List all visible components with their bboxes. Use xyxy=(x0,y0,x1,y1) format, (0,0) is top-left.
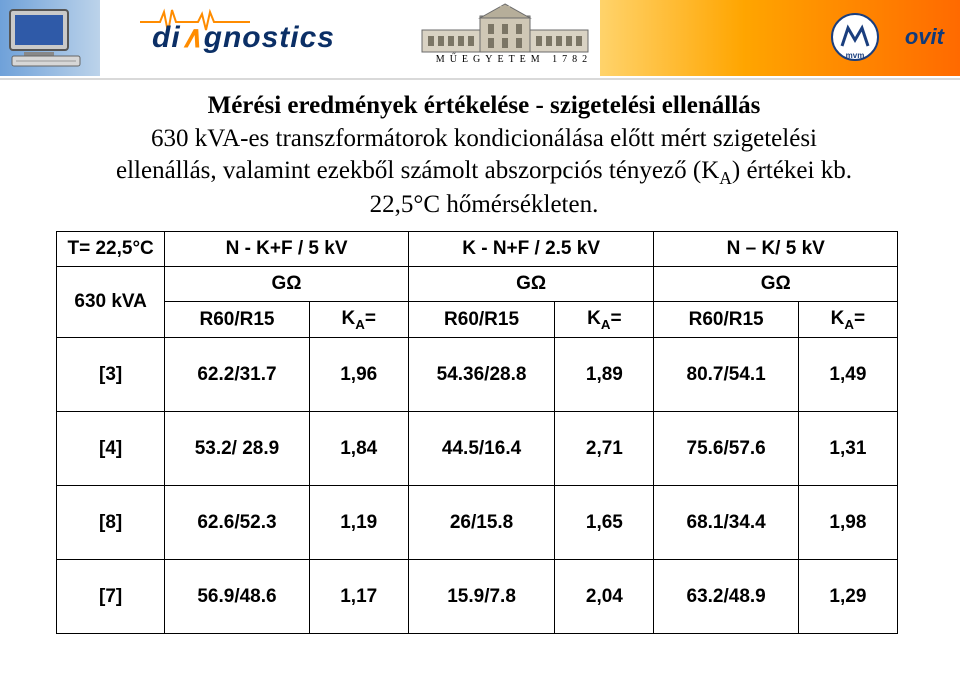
university-building-icon xyxy=(420,2,590,54)
subhdr-label: 630 kVA xyxy=(57,266,165,338)
ka-prefix: K xyxy=(587,308,601,329)
mvm-logo-icon: mvm xyxy=(830,12,880,62)
subtitle-line3: 22,5°C hőmérsékleten. xyxy=(370,191,599,218)
r60-3: R60/R15 xyxy=(654,301,798,338)
cell: 2,71 xyxy=(555,412,654,486)
table-row: [4] 53.2/ 28.9 1,84 44.5/16.4 2,71 75.6/… xyxy=(57,412,898,486)
r60-1: R60/R15 xyxy=(165,301,309,338)
cell: 68.1/34.4 xyxy=(654,486,798,560)
hdr-col-1: N - K+F / 5 kV xyxy=(165,231,408,266)
ka-suffix: = xyxy=(365,308,376,329)
cell: 1,89 xyxy=(555,338,654,412)
ka-1: KA= xyxy=(309,301,408,338)
cell: 75.6/57.6 xyxy=(654,412,798,486)
cell: 1,98 xyxy=(798,486,897,560)
subtitle-line1: 630 kVA-es transzformátorok kondicionálá… xyxy=(151,125,817,152)
diagnostics-logo: di∧gnostics xyxy=(152,20,335,55)
table-row: [3] 62.2/31.7 1,96 54.36/28.8 1,89 80.7/… xyxy=(57,338,898,412)
cell: 63.2/48.9 xyxy=(654,560,798,634)
measurement-table: T= 22,5°C N - K+F / 5 kV K - N+F / 2.5 k… xyxy=(56,231,898,635)
cell: 26/15.8 xyxy=(408,486,555,560)
ka-sub: A xyxy=(601,316,611,331)
ka-suffix: = xyxy=(854,308,865,329)
slide-subtitle: 630 kVA-es transzformátorok kondicionálá… xyxy=(56,123,912,220)
table-row: [7] 56.9/48.6 1,17 15.9/7.8 2,04 63.2/48… xyxy=(57,560,898,634)
cell: 56.9/48.6 xyxy=(165,560,309,634)
subtitle-line2: ellenállás, valamint ezekből számolt abs… xyxy=(116,157,719,184)
slide-header: di∧gnostics MŰEGYETEM 1782 mvm xyxy=(0,0,960,80)
slide-title: Mérési eredmények értékelése - szigetelé… xyxy=(56,90,912,121)
cell: 15.9/7.8 xyxy=(408,560,555,634)
cell: 1,17 xyxy=(309,560,408,634)
diag-suffix: gnostics xyxy=(204,21,335,54)
unit-3: GΩ xyxy=(654,266,898,301)
subtitle-line2-tail: ) értékei kb. xyxy=(732,157,852,184)
cell: 53.2/ 28.9 xyxy=(165,412,309,486)
hdr-col-3: N – K/ 5 kV xyxy=(654,231,898,266)
cell: 62.2/31.7 xyxy=(165,338,309,412)
computer-monitor-icon xyxy=(6,6,86,70)
table-header-row: T= 22,5°C N - K+F / 5 kV K - N+F / 2.5 k… xyxy=(57,231,898,266)
ka-prefix: K xyxy=(831,308,845,329)
ka-sub: A xyxy=(844,316,854,331)
diag-prefix: di xyxy=(152,21,181,54)
cell: 80.7/54.1 xyxy=(654,338,798,412)
svg-text:mvm: mvm xyxy=(846,51,865,60)
ka-prefix: K xyxy=(341,308,355,329)
row-label: [3] xyxy=(57,338,165,412)
hdr-temp: T= 22,5°C xyxy=(57,231,165,266)
ka-sub: A xyxy=(355,316,365,331)
table-subheader-row-2: R60/R15 KA= R60/R15 KA= R60/R15 KA= xyxy=(57,301,898,338)
cell: 2,04 xyxy=(555,560,654,634)
pulse-icon: ∧ xyxy=(181,21,204,54)
cell: 1,31 xyxy=(798,412,897,486)
ka-3: KA= xyxy=(798,301,897,338)
subtitle-sub: A xyxy=(719,168,732,188)
cell: 1,49 xyxy=(798,338,897,412)
cell: 1,96 xyxy=(309,338,408,412)
ka-2: KA= xyxy=(555,301,654,338)
cell: 1,29 xyxy=(798,560,897,634)
cell: 1,84 xyxy=(309,412,408,486)
university-caption: MŰEGYETEM 1782 xyxy=(420,54,608,65)
cell: 1,19 xyxy=(309,486,408,560)
row-label: [4] xyxy=(57,412,165,486)
table-row: [8] 62.6/52.3 1,19 26/15.8 1,65 68.1/34.… xyxy=(57,486,898,560)
cell: 54.36/28.8 xyxy=(408,338,555,412)
table-subheader-row-1: 630 kVA GΩ GΩ GΩ xyxy=(57,266,898,301)
row-label: [8] xyxy=(57,486,165,560)
unit-1: GΩ xyxy=(165,266,408,301)
cell: 44.5/16.4 xyxy=(408,412,555,486)
ovit-logo-text: ovit xyxy=(905,24,944,50)
slide-content: Mérési eredmények értékelése - szigetelé… xyxy=(0,80,960,634)
ka-suffix: = xyxy=(611,308,622,329)
cell: 1,65 xyxy=(555,486,654,560)
unit-2: GΩ xyxy=(408,266,654,301)
hdr-col-2: K - N+F / 2.5 kV xyxy=(408,231,654,266)
cell: 62.6/52.3 xyxy=(165,486,309,560)
r60-2: R60/R15 xyxy=(408,301,555,338)
row-label: [7] xyxy=(57,560,165,634)
